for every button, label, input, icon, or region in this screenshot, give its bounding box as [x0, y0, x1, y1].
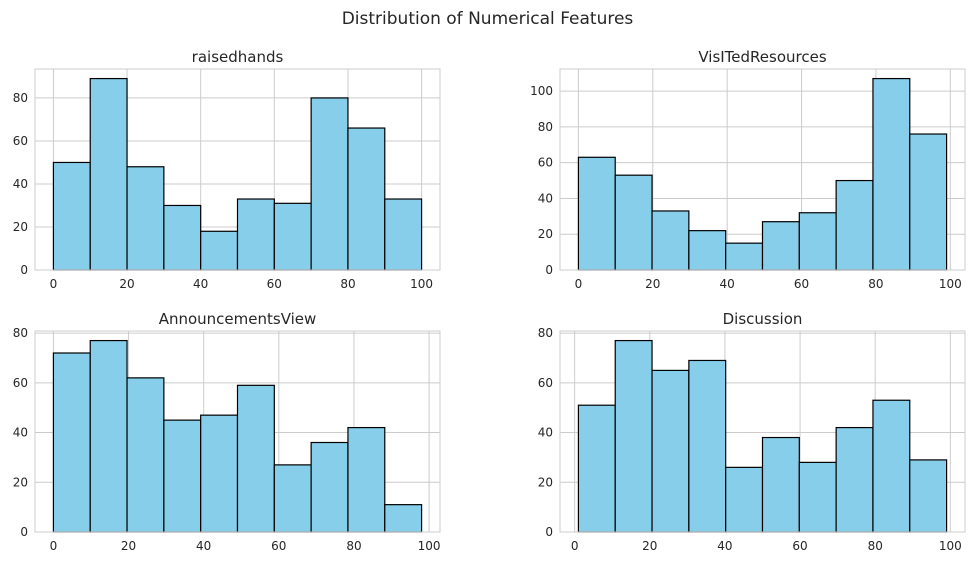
y-tick-label: 20	[538, 227, 553, 241]
histogram-bar	[89, 77, 128, 271]
y-tick-label: 80	[13, 91, 28, 105]
histogram-bar	[384, 504, 423, 533]
histogram-bar	[872, 77, 911, 271]
x-tick-label: 40	[720, 277, 735, 291]
y-tick-label: 0	[20, 263, 28, 277]
histogram-bar	[761, 436, 800, 533]
y-tick-label: 60	[13, 376, 28, 390]
y-tick-label: 80	[538, 120, 553, 134]
x-tick-label: 20	[642, 539, 657, 553]
x-tick-label: 0	[571, 539, 579, 553]
figure-title: Distribution of Numerical Features	[342, 9, 634, 29]
y-tick-label: 60	[538, 156, 553, 170]
x-tick-label: 100	[418, 539, 441, 553]
x-tick-label: 80	[868, 277, 883, 291]
x-tick-label: 0	[50, 277, 58, 291]
histogram-bar	[384, 198, 423, 271]
histogram-bar	[310, 441, 349, 533]
y-tick-label: 80	[13, 326, 28, 340]
y-tick-label: 100	[530, 84, 553, 98]
histogram-bar	[347, 426, 386, 533]
y-tick-label: 40	[538, 191, 553, 205]
y-tick-label: 40	[13, 177, 28, 191]
histogram-bar	[236, 384, 275, 533]
axes-frame	[34, 330, 441, 533]
histogram-bar	[651, 369, 690, 533]
subplot-title: AnnouncementsView	[159, 310, 317, 328]
histogram-bar	[52, 161, 91, 271]
histogram-bar	[909, 133, 948, 271]
y-tick-label: 40	[538, 426, 553, 440]
y-tick-label: 80	[538, 326, 553, 340]
histogram-bar	[310, 97, 349, 271]
y-tick-label: 60	[538, 376, 553, 390]
histogram-bar	[835, 179, 874, 271]
x-tick-label: 100	[939, 539, 962, 553]
histogram-bar	[614, 339, 653, 533]
x-tick-label: 0	[50, 539, 58, 553]
histogram-bar	[725, 466, 764, 533]
subplot-3: 0 20 40 60 80 100 0 20 40 60 80 AnnouncementsView	[13, 310, 441, 553]
x-tick-label: 60	[794, 277, 809, 291]
histogram-bar	[200, 230, 239, 271]
histogram-bar	[273, 202, 312, 271]
y-tick-label: 0	[545, 525, 553, 539]
histogram-bar	[347, 127, 386, 271]
histogram-bar	[651, 210, 690, 271]
x-tick-label: 80	[346, 539, 361, 553]
histogram-bar	[577, 156, 616, 271]
histogram-bar	[126, 377, 165, 533]
subplot-1: 0 20 40 60 80 100 0 20 40 60 80 raisedhands	[13, 48, 441, 291]
x-tick-label: 0	[575, 277, 583, 291]
histogram-bar	[126, 166, 165, 271]
x-tick-label: 80	[868, 539, 883, 553]
histogram-bar	[52, 352, 91, 533]
x-tick-label: 20	[645, 277, 660, 291]
x-tick-label: 60	[267, 277, 282, 291]
histogram-bar	[200, 414, 239, 533]
x-tick-label: 100	[939, 277, 962, 291]
axes-frame	[559, 330, 966, 533]
x-tick-label: 40	[196, 539, 211, 553]
histogram-bar	[577, 404, 616, 533]
histogram-bar	[163, 419, 202, 533]
histogram-bar	[688, 230, 727, 271]
histogram-bar	[163, 204, 202, 271]
histogram-bar	[909, 459, 948, 533]
subplot-2: 0 20 40 60 80 100 0 20 40 60 80 100 VisITedResources	[530, 48, 966, 291]
subplot-title: Discussion	[723, 310, 803, 328]
histogram-bar	[614, 174, 653, 271]
histogram-bar	[236, 198, 275, 271]
y-tick-label: 0	[20, 525, 28, 539]
histogram-bar	[688, 359, 727, 533]
subplot-4: 0 20 40 60 80 100 0 20 40 60 80 Discussion	[538, 310, 966, 553]
histogram-bar	[725, 242, 764, 271]
subplot-title: VisITedResources	[698, 48, 826, 66]
x-tick-label: 20	[119, 277, 134, 291]
histogram-bar	[798, 461, 837, 533]
x-tick-label: 40	[717, 539, 732, 553]
y-tick-label: 0	[545, 263, 553, 277]
histogram-bar	[872, 399, 911, 533]
x-tick-label: 80	[340, 277, 355, 291]
axes-frame	[559, 68, 966, 271]
y-tick-label: 60	[13, 134, 28, 148]
histogram-bar	[89, 339, 128, 533]
histogram-bar	[835, 426, 874, 533]
x-tick-label: 20	[121, 539, 136, 553]
y-tick-label: 20	[538, 475, 553, 489]
axes-frame	[34, 68, 441, 271]
histogram-bar	[761, 221, 800, 271]
y-tick-label: 40	[13, 426, 28, 440]
y-tick-label: 20	[13, 220, 28, 234]
subplot-title: raisedhands	[192, 48, 284, 66]
x-tick-label: 60	[792, 539, 807, 553]
x-tick-label: 60	[271, 539, 286, 553]
y-tick-label: 20	[13, 475, 28, 489]
histogram-bar	[798, 212, 837, 271]
x-tick-label: 100	[410, 277, 433, 291]
histogram-bar	[273, 464, 312, 533]
x-tick-label: 40	[193, 277, 208, 291]
